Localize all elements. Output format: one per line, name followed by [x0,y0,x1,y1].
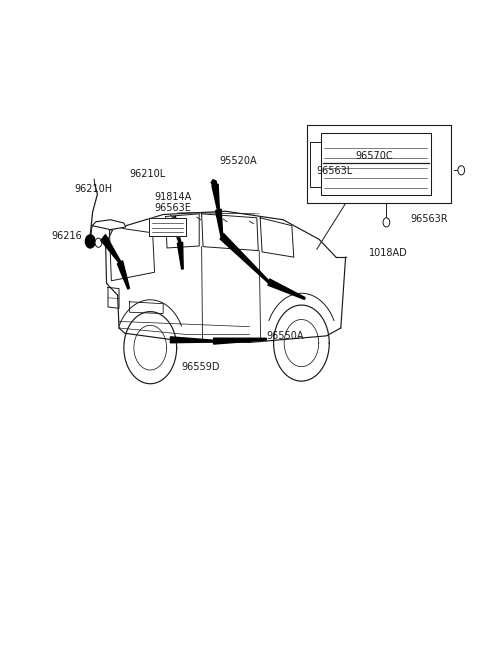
Text: 96210L: 96210L [130,169,166,179]
Text: 96550A: 96550A [266,331,304,341]
Polygon shape [211,180,217,188]
Bar [321,133,431,195]
Polygon shape [178,242,183,269]
Polygon shape [170,216,181,243]
Polygon shape [216,209,223,236]
Text: 96570C: 96570C [355,151,393,161]
Text: 96563R: 96563R [410,214,448,224]
Text: 1018AD: 1018AD [369,247,408,258]
Circle shape [458,166,465,175]
Polygon shape [92,220,126,230]
Circle shape [85,235,95,248]
Polygon shape [268,279,305,299]
Polygon shape [212,184,219,210]
Text: 96563L: 96563L [317,165,353,176]
Circle shape [95,238,102,247]
Text: 96210H: 96210H [74,184,112,194]
Text: 91814A: 91814A [155,192,192,202]
Circle shape [383,218,390,227]
Text: 95520A: 95520A [220,155,257,166]
Polygon shape [118,261,130,289]
Text: 96559D: 96559D [181,362,220,373]
Bar [307,125,451,203]
Polygon shape [170,337,214,342]
Polygon shape [149,218,186,236]
Polygon shape [220,234,269,283]
Polygon shape [101,235,120,263]
Text: 96563E: 96563E [155,203,192,213]
Text: 96216: 96216 [52,231,83,241]
Polygon shape [214,338,266,344]
